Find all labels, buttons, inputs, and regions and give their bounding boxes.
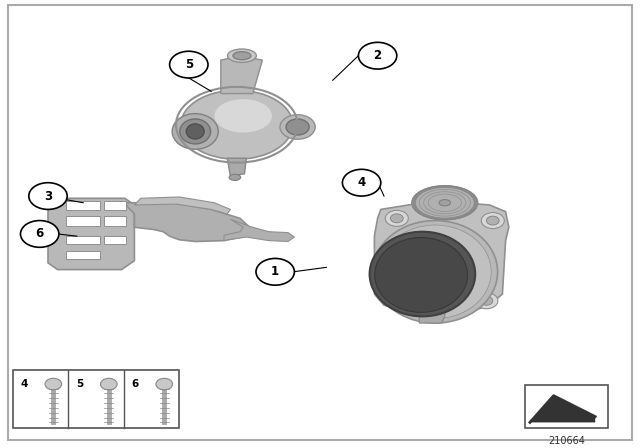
- Ellipse shape: [413, 186, 477, 220]
- Circle shape: [256, 258, 294, 285]
- Ellipse shape: [172, 114, 218, 149]
- FancyBboxPatch shape: [66, 236, 100, 244]
- Ellipse shape: [415, 187, 475, 219]
- Polygon shape: [224, 219, 294, 241]
- FancyBboxPatch shape: [104, 216, 126, 226]
- Ellipse shape: [415, 187, 474, 218]
- Ellipse shape: [286, 119, 309, 135]
- FancyBboxPatch shape: [104, 236, 126, 244]
- Polygon shape: [125, 203, 250, 241]
- Ellipse shape: [412, 185, 478, 220]
- Ellipse shape: [229, 174, 241, 181]
- Ellipse shape: [180, 119, 211, 144]
- Ellipse shape: [414, 187, 476, 219]
- Ellipse shape: [380, 225, 492, 319]
- Ellipse shape: [186, 124, 204, 139]
- Circle shape: [480, 296, 493, 305]
- Polygon shape: [48, 198, 134, 270]
- Text: 5: 5: [185, 58, 193, 71]
- Polygon shape: [374, 203, 509, 314]
- Circle shape: [342, 169, 381, 196]
- Text: 210664: 210664: [548, 436, 585, 446]
- Text: 4: 4: [20, 379, 28, 389]
- Circle shape: [45, 378, 61, 390]
- Circle shape: [390, 214, 403, 223]
- Polygon shape: [134, 197, 230, 214]
- Text: 4: 4: [358, 176, 365, 189]
- Polygon shape: [221, 56, 262, 94]
- Ellipse shape: [413, 186, 476, 219]
- Polygon shape: [227, 158, 246, 176]
- Polygon shape: [530, 396, 595, 422]
- FancyBboxPatch shape: [13, 370, 179, 428]
- Text: 2: 2: [374, 49, 381, 62]
- Text: 1: 1: [271, 265, 279, 278]
- Ellipse shape: [280, 115, 315, 139]
- FancyBboxPatch shape: [104, 201, 126, 210]
- Circle shape: [481, 212, 504, 228]
- Text: 6: 6: [131, 379, 139, 389]
- Circle shape: [156, 378, 173, 390]
- Circle shape: [29, 183, 67, 209]
- Ellipse shape: [233, 52, 251, 60]
- Circle shape: [475, 293, 498, 309]
- Circle shape: [486, 216, 499, 225]
- FancyBboxPatch shape: [66, 251, 100, 259]
- Ellipse shape: [228, 49, 256, 62]
- FancyBboxPatch shape: [525, 385, 608, 428]
- Text: 3: 3: [44, 190, 52, 202]
- Ellipse shape: [373, 220, 498, 323]
- Ellipse shape: [370, 232, 476, 316]
- Ellipse shape: [439, 200, 451, 206]
- Ellipse shape: [412, 186, 477, 220]
- Polygon shape: [419, 307, 445, 323]
- Circle shape: [394, 296, 406, 305]
- Circle shape: [388, 293, 412, 309]
- Circle shape: [385, 210, 408, 226]
- Text: 5: 5: [76, 379, 83, 389]
- Circle shape: [20, 220, 59, 247]
- Text: 6: 6: [36, 228, 44, 241]
- Ellipse shape: [214, 99, 272, 133]
- Circle shape: [100, 378, 117, 390]
- Circle shape: [358, 42, 397, 69]
- FancyBboxPatch shape: [66, 201, 100, 210]
- FancyBboxPatch shape: [66, 216, 100, 226]
- Circle shape: [170, 51, 208, 78]
- Ellipse shape: [375, 237, 467, 312]
- Ellipse shape: [181, 90, 293, 159]
- Ellipse shape: [428, 194, 462, 212]
